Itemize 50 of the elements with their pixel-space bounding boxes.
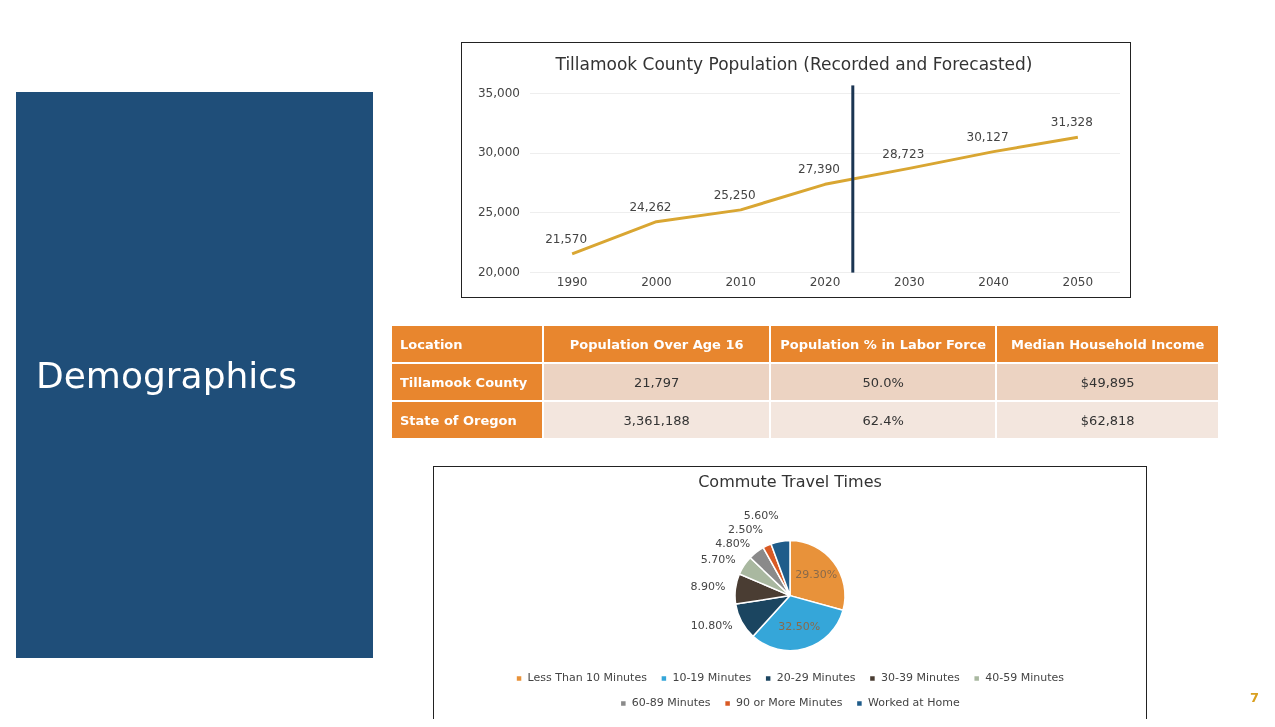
x-tick-label: 2050 — [1062, 274, 1094, 289]
text: State of Oregon — [400, 412, 517, 428]
x-tick-label: 2000 — [641, 274, 672, 289]
text: 3,361,188 — [623, 412, 690, 428]
data-label: 2.50% — [727, 523, 763, 537]
data-label: 29.30% — [795, 568, 838, 582]
category-label: Population Over Age 16 — [543, 325, 770, 363]
data-label: 25,250 — [713, 188, 756, 203]
legend-label: Worked at Home — [867, 696, 960, 710]
text: $49,895 — [1080, 374, 1135, 390]
data-label: 28,723 — [882, 146, 925, 161]
data-label: 27,390 — [797, 162, 840, 177]
y-tick-label: 30,000 — [477, 145, 520, 160]
text: 21,797 — [633, 374, 680, 390]
chart-title: Commute Travel Times — [698, 471, 882, 491]
legend-label: 60-89 Minutes — [631, 696, 711, 710]
data-label: 8.90% — [690, 580, 726, 594]
x-tick-label: 2020 — [809, 274, 841, 289]
x-tick-label: 2010 — [725, 274, 756, 289]
text: 50.0% — [862, 374, 904, 390]
data-label: 5.60% — [743, 509, 779, 523]
y-tick-label: 25,000 — [477, 204, 520, 219]
data-label: 4.80% — [715, 537, 751, 551]
category-label: Population % in Labor Force — [769, 325, 997, 363]
data-label: 10.80% — [690, 619, 733, 633]
text: 62.4% — [862, 412, 904, 428]
y-tick-label: 35,000 — [477, 85, 520, 100]
x-tick-label: 1990 — [556, 274, 588, 289]
legend-label: 20-29 Minutes — [776, 671, 856, 685]
category-label: Location — [391, 325, 544, 363]
text: 7 — [1249, 690, 1259, 705]
chart-title: Tillamook County Population (Recorded and Forecasted) — [554, 53, 1033, 74]
data-label: 31,328 — [1050, 115, 1093, 130]
data-label: 21,570 — [545, 231, 588, 246]
data-label: 32.50% — [778, 620, 821, 634]
x-tick-label: 2040 — [978, 274, 1009, 289]
text: Demographics — [36, 354, 297, 396]
legend-label: Less Than 10 Minutes — [527, 671, 648, 685]
data-label: 24,262 — [629, 199, 672, 214]
x-tick-label: 2030 — [894, 274, 925, 289]
y-tick-label: 20,000 — [477, 264, 520, 279]
text: $62,818 — [1080, 412, 1135, 428]
data-label: 30,127 — [966, 129, 1009, 144]
legend-label: 10-19 Minutes — [672, 671, 752, 685]
data-label: 5.70% — [700, 552, 736, 566]
legend-label: 40-59 Minutes — [985, 671, 1065, 685]
legend-label: 90 or More Minutes — [736, 696, 843, 710]
category-label: Median Household Income — [996, 325, 1219, 363]
text: Tillamook County — [400, 374, 528, 390]
legend-label: 30-39 Minutes — [880, 671, 960, 685]
